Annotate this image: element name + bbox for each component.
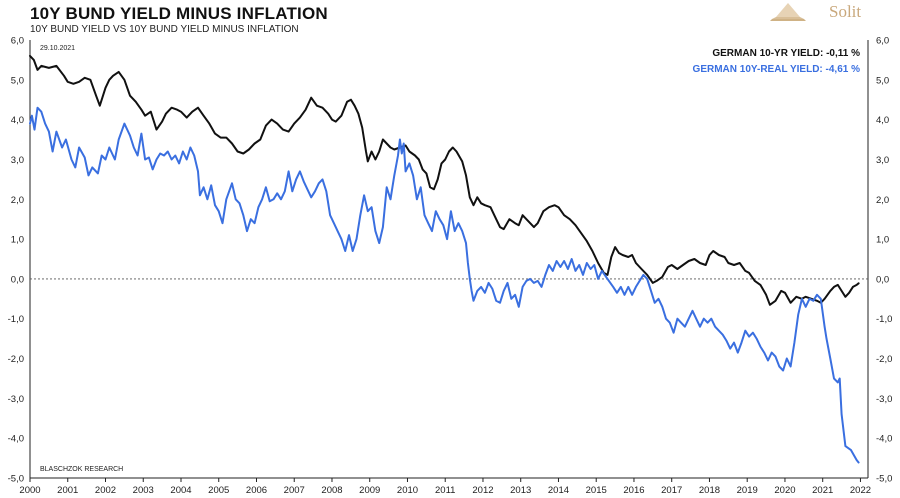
x-tick-label: 2009 <box>359 485 380 496</box>
y-tick-label-right: -4,0 <box>876 434 892 445</box>
x-tick-label: 2003 <box>133 485 154 496</box>
x-tick-label: 2018 <box>699 485 720 496</box>
logo-text: Solit <box>829 2 861 21</box>
y-tick-label-left: 5,0 <box>11 75 24 86</box>
x-tick-label: 2013 <box>510 485 531 496</box>
x-tick-label: 2006 <box>246 485 267 496</box>
x-tick-label: 2017 <box>661 485 682 496</box>
y-tick-label-left: 6,0 <box>11 36 24 47</box>
y-tick-label-right: 1,0 <box>876 235 889 246</box>
x-tick-label: 2022 <box>850 485 871 496</box>
y-tick-label-left: -1,0 <box>8 314 24 325</box>
y-tick-label-right: 3,0 <box>876 155 889 166</box>
logo: Solit <box>770 2 861 21</box>
y-tick-label-left: -2,0 <box>8 354 24 365</box>
y-tick-label-right: 4,0 <box>876 115 889 126</box>
y-tick-label-right: -5,0 <box>876 474 892 485</box>
series-line-real-yield <box>29 106 860 464</box>
legend-real-yield: GERMAN 10Y-REAL YIELD: -4,61 % <box>693 64 861 75</box>
y-tick-label-right: -3,0 <box>876 394 892 405</box>
y-tick-label-right: 6,0 <box>876 36 889 47</box>
x-tick-label: 2008 <box>321 485 342 496</box>
y-tick-label-right: -2,0 <box>876 354 892 365</box>
y-tick-label-right: 0,0 <box>876 274 889 285</box>
pyramid-icon <box>770 3 806 21</box>
x-tick-label: 2005 <box>208 485 229 496</box>
x-tick-label: 2000 <box>19 485 40 496</box>
y-tick-label-left: 0,0 <box>11 274 24 285</box>
x-tick-label: 2004 <box>170 485 191 496</box>
series-layer <box>29 54 860 464</box>
y-tick-label-left: 4,0 <box>11 115 24 126</box>
chart-subtitle: 10Y BUND YIELD VS 10Y BUND YIELD MINUS I… <box>30 24 299 35</box>
chart-date: 29.10.2021 <box>40 45 75 52</box>
x-tick-label: 2020 <box>774 485 795 496</box>
y-tick-label-left: 3,0 <box>11 155 24 166</box>
x-tick-label: 2021 <box>812 485 833 496</box>
x-axis: 2000 2001 2002 2003 2004 2005 2006 2007 2008 2009… <box>19 478 871 496</box>
x-tick-label: 2007 <box>284 485 305 496</box>
x-tick-label: 2011 <box>435 485 455 496</box>
y-tick-label-left: 2,0 <box>11 195 24 206</box>
y-tick-label-left: 1,0 <box>11 235 24 246</box>
x-tick-label: 2010 <box>397 485 418 496</box>
legend: GERMAN 10-YR YIELD: -0,11 % GERMAN 10Y-R… <box>693 48 861 75</box>
x-tick-label: 2019 <box>737 485 758 496</box>
legend-nominal-yield: GERMAN 10-YR YIELD: -0,11 % <box>712 48 860 59</box>
chart-title: 10Y BUND YIELD MINUS INFLATION <box>30 4 328 23</box>
plot-area <box>29 40 869 479</box>
x-tick-label: 2001 <box>57 485 78 496</box>
y-axis-right: 6,0 5,0 4,0 3,0 2,0 1,0 0,0 -1,0 -2,0 -3,0 -4,0 -5,… <box>876 36 892 485</box>
x-tick-label: 2016 <box>623 485 644 496</box>
y-tick-label-left: -3,0 <box>8 394 24 405</box>
y-tick-label-right: 2,0 <box>876 195 889 206</box>
y-axis-left: 6,0 5,0 4,0 3,0 2,0 1,0 0,0 -1,0 -2,0 -3,0 -4,0 -5,… <box>8 36 24 485</box>
series-line-nominal-yield <box>29 54 860 306</box>
x-tick-label: 2002 <box>95 485 116 496</box>
x-tick-label: 2014 <box>548 485 569 496</box>
y-tick-label-right: 5,0 <box>876 75 889 86</box>
x-tick-label: 2012 <box>472 485 493 496</box>
y-tick-label-right: -1,0 <box>876 314 892 325</box>
source-label: BLASCHZOK RESEARCH <box>40 466 123 473</box>
y-tick-label-left: -5,0 <box>8 474 24 485</box>
x-tick-label: 2015 <box>586 485 607 496</box>
y-tick-label-left: -4,0 <box>8 434 24 445</box>
